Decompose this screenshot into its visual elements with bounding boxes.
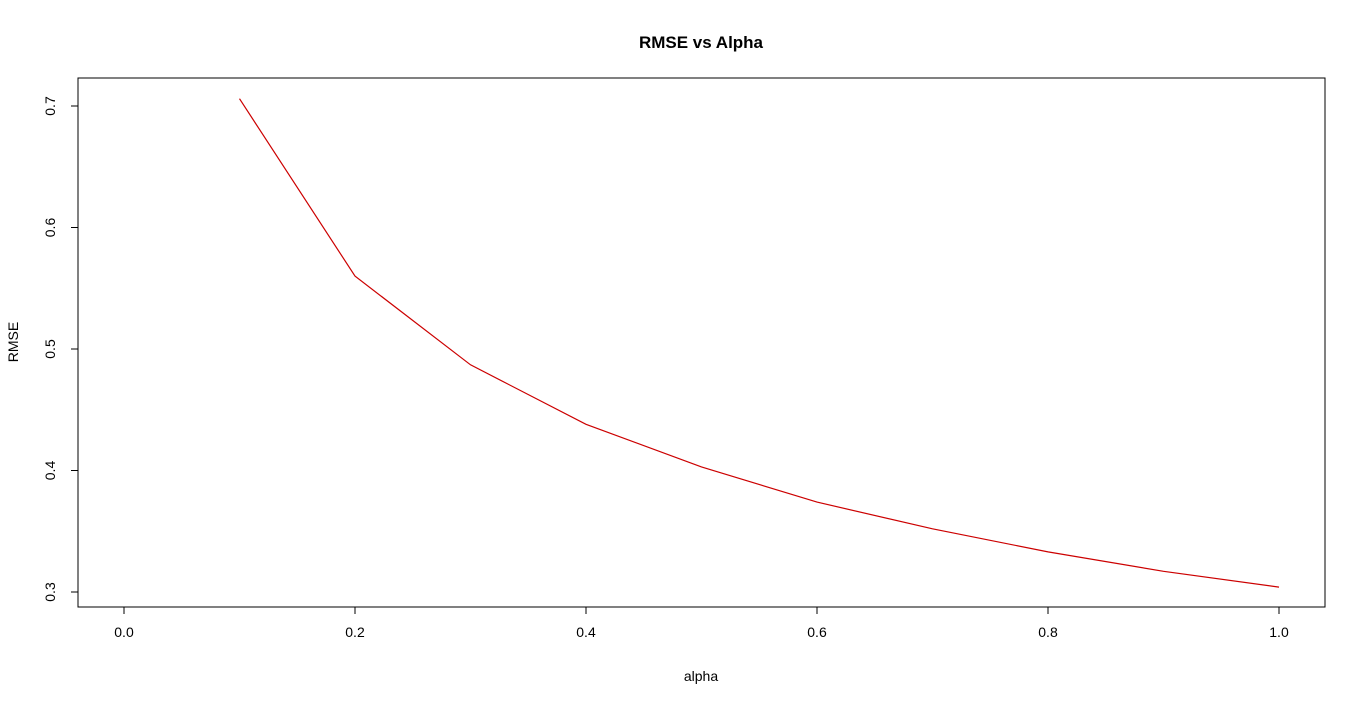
y-tick-label: 0.5 xyxy=(42,339,58,359)
series-layer xyxy=(239,99,1279,587)
series-line-0 xyxy=(240,99,1280,587)
y-tick-label: 0.4 xyxy=(42,461,58,481)
x-tick-label: 0.6 xyxy=(807,624,827,640)
y-tick-label: 0.6 xyxy=(42,218,58,238)
x-tick-label: 0.8 xyxy=(1038,624,1058,640)
x-tick-label: 0.0 xyxy=(114,624,134,640)
x-axis-label: alpha xyxy=(684,668,718,684)
x-tick-label: 1.0 xyxy=(1269,624,1289,640)
y-axis: 0.3 0.4 0.5 0.6 0.7 xyxy=(42,96,78,602)
x-tick-label: 0.4 xyxy=(576,624,596,640)
y-tick-label: 0.7 xyxy=(42,96,58,116)
plot-frame xyxy=(78,78,1325,607)
chart-title: RMSE vs Alpha xyxy=(639,33,764,52)
y-axis-label: RMSE xyxy=(5,322,21,362)
x-axis: 0.0 0.2 0.4 0.6 0.8 1.0 xyxy=(114,607,1289,640)
y-tick-label: 0.3 xyxy=(42,582,58,602)
x-tick-label: 0.2 xyxy=(345,624,365,640)
